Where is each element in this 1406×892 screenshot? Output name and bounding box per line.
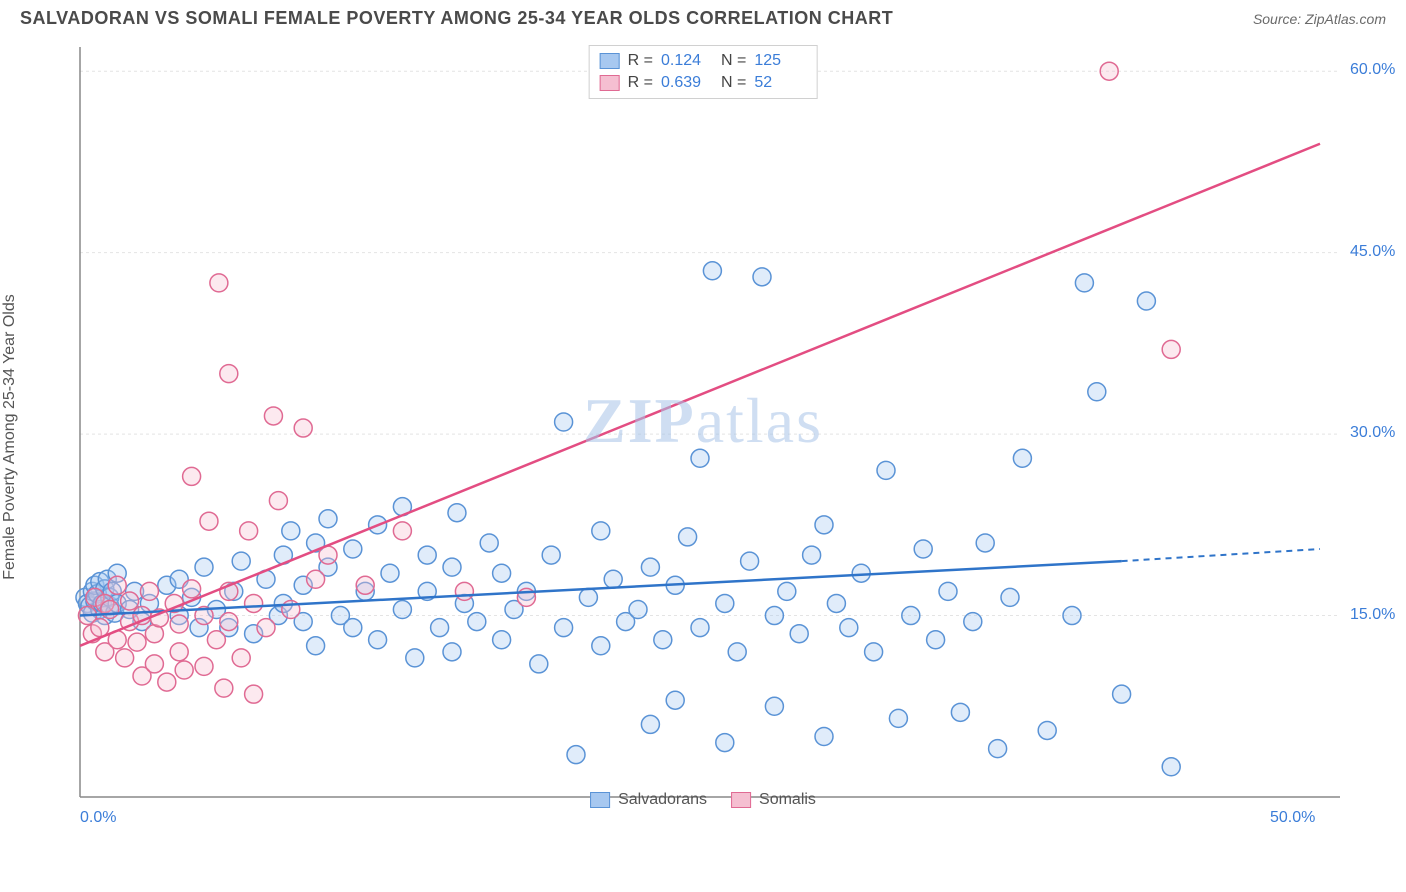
legend-item-salvadorans: Salvadorans bbox=[590, 791, 707, 809]
legend-label: Somalis bbox=[759, 791, 816, 809]
legend-swatch-icon bbox=[731, 792, 751, 808]
legend-row-salvadorans: R = 0.124 N = 125 bbox=[600, 50, 807, 72]
correlation-legend: R = 0.124 N = 125 R = 0.639 N = 52 bbox=[589, 45, 818, 99]
legend-swatch-icon bbox=[590, 792, 610, 808]
n-label: N = bbox=[721, 74, 746, 92]
source-label: Source: ZipAtlas.com bbox=[1253, 11, 1386, 27]
y-tick-label: 45.0% bbox=[1350, 243, 1395, 261]
n-value: 52 bbox=[754, 74, 806, 92]
chart-title: SALVADORAN VS SOMALI FEMALE POVERTY AMON… bbox=[20, 8, 893, 29]
scatter-plot-svg bbox=[20, 37, 1350, 837]
y-tick-label: 30.0% bbox=[1350, 424, 1395, 442]
y-tick-label: 15.0% bbox=[1350, 606, 1395, 624]
chart-area: Female Poverty Among 25-34 Year Olds ZIP… bbox=[20, 37, 1386, 837]
legend-row-somalis: R = 0.639 N = 52 bbox=[600, 72, 807, 94]
n-label: N = bbox=[721, 52, 746, 70]
y-tick-label: 60.0% bbox=[1350, 61, 1395, 79]
n-value: 125 bbox=[754, 52, 806, 70]
series-legend: Salvadorans Somalis bbox=[590, 791, 816, 809]
r-value: 0.639 bbox=[661, 74, 713, 92]
chart-header: SALVADORAN VS SOMALI FEMALE POVERTY AMON… bbox=[0, 0, 1406, 33]
legend-item-somalis: Somalis bbox=[731, 791, 816, 809]
legend-swatch-icon bbox=[600, 53, 620, 69]
r-value: 0.124 bbox=[661, 52, 713, 70]
x-tick-label: 0.0% bbox=[80, 809, 116, 827]
x-tick-label: 50.0% bbox=[1270, 809, 1315, 827]
y-axis-label: Female Poverty Among 25-34 Year Olds bbox=[1, 294, 19, 580]
r-label: R = bbox=[628, 74, 653, 92]
legend-swatch-icon bbox=[600, 75, 620, 91]
legend-label: Salvadorans bbox=[618, 791, 707, 809]
r-label: R = bbox=[628, 52, 653, 70]
